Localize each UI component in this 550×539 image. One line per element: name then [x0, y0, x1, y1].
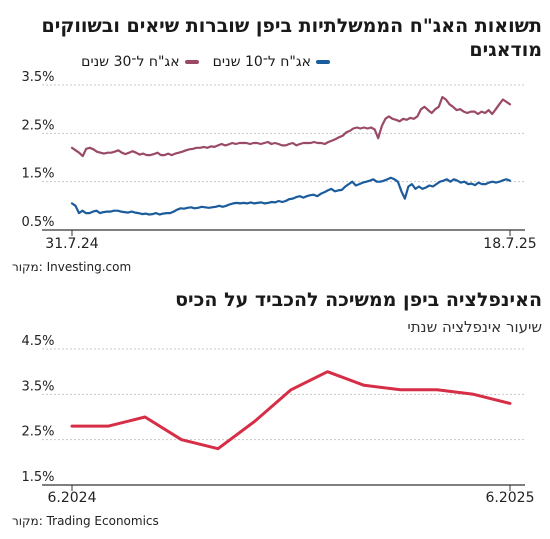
chart-2-series-line-1	[70, 370, 512, 451]
chart-2-xtick-label: 6.2025	[486, 490, 535, 506]
chart-1-ytick-label: 1.5%	[21, 167, 54, 182]
chart-1-ytick-label: 3.5%	[21, 70, 54, 85]
chart-1-ytick-label: 0.5%	[21, 215, 54, 230]
chart-2-title: האינפלציה ביפן ממשיכה להכביד על הכיס	[175, 289, 542, 311]
chart-2-subtitle: שיעור אינפלציה שנתי	[407, 318, 542, 336]
chart-2-source: מקור: Trading Economics	[12, 514, 159, 528]
chart-2-xtick-label: 6.2024	[48, 490, 97, 506]
chart-1-series-line-2	[70, 176, 512, 216]
chart-1-title: תשואות האג"ח הממשלתיות ביפן שוברות שיאים…	[41, 15, 542, 61]
chart-1-xtick-label: 31.7.24	[45, 236, 99, 252]
legend-item-10y: אג"ח ל־10 שנים	[213, 54, 330, 70]
legend-swatch-30y	[184, 60, 199, 64]
chart-1-xtick-label: 18.7.25	[483, 236, 536, 252]
legend-label-30y: אג"ח ל־30 שנים	[81, 54, 180, 70]
chart-1-ytick-label: 2.5%	[21, 118, 54, 133]
chart-1-legend: אג"ח ל־10 שנים אג"ח ל־30 שנים	[30, 52, 330, 72]
legend-swatch-10y	[316, 60, 330, 64]
chart-1-series-line-1	[70, 95, 512, 158]
chart-2-ytick-label: 2.5%	[21, 425, 54, 440]
legend-label-10y: אג"ח ל־10 שנים	[212, 54, 311, 70]
legend-item-30y: אג"ח ל־30 שנים	[81, 54, 199, 70]
chart-2-ytick-label: 3.5%	[21, 379, 54, 394]
chart-1-source: מקור: Investing.com	[12, 260, 132, 274]
chart-2-ytick-label: 4.5%	[21, 334, 54, 349]
chart-2-ytick-label: 1.5%	[21, 470, 54, 485]
